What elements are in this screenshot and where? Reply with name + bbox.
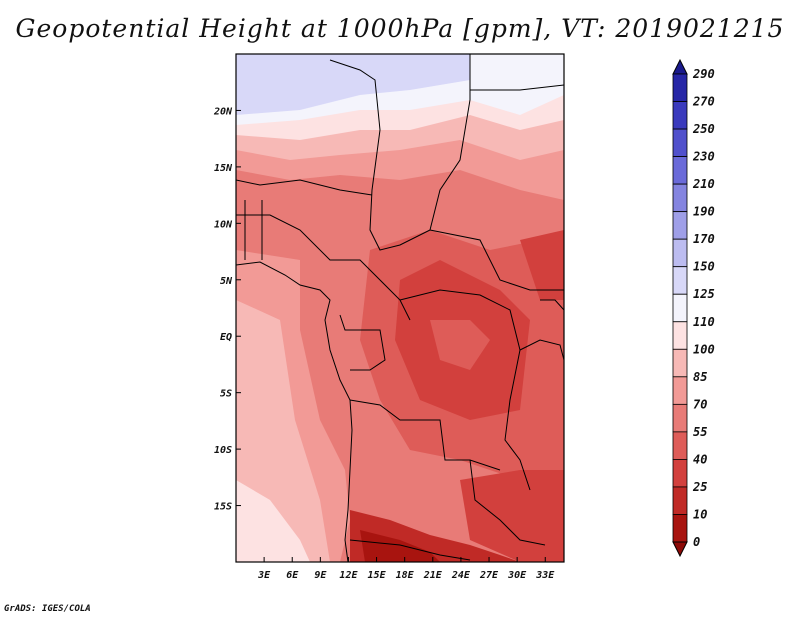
lon-tick-label: 27E (479, 570, 499, 581)
colorbar-segment (672, 486, 688, 515)
lat-tick-label: 15N (214, 163, 233, 174)
colorbar-segment (672, 266, 688, 295)
lat-tick-label: 15S (214, 502, 232, 513)
lat-tick-label: 10N (214, 219, 233, 230)
colorbar-label: 40 (693, 452, 707, 466)
lon-tick-label: 18E (396, 570, 415, 581)
lon-tick-label: 24E (451, 570, 471, 581)
colorbar-segment (672, 348, 688, 378)
colorbar-segment (672, 376, 688, 405)
lon-tick-label: 30E (507, 570, 527, 581)
colorbar-label: 55 (693, 425, 707, 439)
lat-tick-label: 10S (214, 445, 232, 456)
colorbar-label: 270 (692, 95, 715, 109)
latitude-axis: 20N 15N 10N 5N EQ 5S 10S 15S (213, 106, 241, 513)
colorbar-label: 70 (693, 397, 707, 411)
longitude-axis: 3E 6E 9E 12E 15E 18E 21E 24E 27E 30E 33E (257, 557, 555, 581)
colorbar-segment (672, 183, 688, 213)
lon-tick-label: 12E (339, 570, 358, 581)
colorbar-segment (672, 403, 688, 433)
colorbar-segment (672, 431, 688, 460)
field-southeast-25 (460, 470, 564, 562)
colorbar-label: 0 (693, 535, 700, 549)
colorbar-segment (672, 211, 688, 240)
field-ne-110 (470, 54, 564, 95)
field-basin-40 (430, 320, 490, 370)
lon-tick-label: 21E (423, 570, 443, 581)
colorbar-segment (672, 459, 688, 488)
colorbar-label: 85 (693, 370, 707, 384)
colorbar-bottom-arrow (672, 541, 688, 558)
field-ocean-100 (236, 480, 310, 562)
colorbar-label: 25 (692, 480, 707, 494)
lat-tick-label: 20N (213, 106, 233, 117)
field-north-125 (236, 54, 470, 115)
colorbar-top-arrow (672, 58, 688, 75)
colorbar: 2902702502302101901701501251101008570554… (672, 58, 715, 558)
lat-tick-label: EQ (220, 332, 232, 343)
colorbar-segment (672, 238, 688, 268)
colorbar-label: 125 (693, 287, 715, 301)
lat-tick-label: 5N (220, 276, 233, 287)
colorbar-label: 100 (693, 342, 715, 356)
field-south-0 (360, 530, 440, 562)
colorbar-segment (672, 321, 688, 350)
field-east-25 (520, 230, 564, 300)
chart-title: Geopotential Height at 1000hPa [gpm], VT… (15, 14, 785, 43)
colorbar-label: 290 (692, 67, 715, 81)
colorbar-segment (672, 293, 688, 323)
colorbar-label: 10 (693, 507, 707, 521)
colorbar-label: 150 (693, 260, 715, 274)
colorbar-label: 190 (693, 205, 715, 219)
height-field (236, 54, 564, 562)
credit-label: GrADS: IGES/COLA (4, 604, 91, 614)
map-frame (235, 53, 565, 563)
country-borders (236, 54, 564, 562)
colorbar-segment (672, 73, 688, 102)
lon-tick-label: 9E (314, 570, 327, 581)
lon-tick-label: 3E (257, 570, 271, 581)
colorbar-label: 170 (693, 232, 715, 246)
colorbar-label: 250 (692, 122, 715, 136)
colorbar-segment (672, 514, 688, 543)
lat-tick-label: 5S (220, 389, 232, 400)
lon-tick-label: 6E (286, 570, 299, 581)
colorbar-label: 230 (692, 150, 715, 164)
colorbar-label: 210 (692, 177, 715, 191)
colorbar-segment (672, 156, 688, 185)
colorbar-segment (672, 128, 688, 157)
colorbar-segment (672, 101, 688, 130)
colorbar-label: 110 (693, 315, 715, 329)
lon-tick-label: 33E (535, 570, 555, 581)
lon-tick-label: 15E (368, 570, 387, 581)
